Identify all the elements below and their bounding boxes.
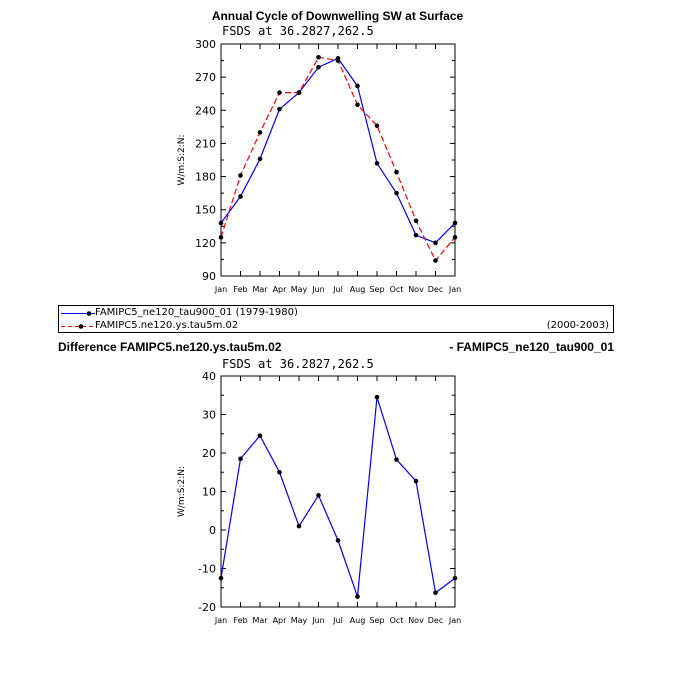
legend-period-series-2: (2000-2003) (546, 320, 609, 331)
bottom-series-1-point (452, 575, 458, 581)
top-series-1-point (218, 220, 224, 226)
bottom-series-1-point (316, 493, 321, 498)
top-series-2-point (257, 130, 263, 135)
top-series-2-point (374, 123, 380, 129)
top-ytick-label: 150 (195, 204, 216, 217)
top-xtick-label: Aug (350, 285, 366, 294)
top-series-1-point (374, 161, 380, 166)
bottom-xtick-label: Apr (273, 616, 288, 625)
top-xtick-label: Jan (214, 285, 227, 294)
bottom-xtick-label: Jan (448, 616, 461, 625)
top-series-1-point (433, 240, 438, 246)
bottom-xtick-label: Mar (252, 616, 268, 625)
top-series-2-point (394, 169, 399, 175)
bottom-series-1-point (277, 469, 282, 475)
top-series-2-point (433, 258, 438, 263)
top-series-1-point (452, 220, 458, 226)
top-series-2-point (277, 90, 282, 95)
top-xtick-label: Sep (369, 285, 384, 294)
bottom-series-1-point (296, 523, 302, 529)
bottom-ytick-label: 40 (202, 370, 216, 383)
top-xtick-label: Apr (273, 285, 288, 294)
bottom-xtick-label: Oct (390, 616, 404, 625)
top-chart-subtitle: FSDS at 36.2827,262.5 (222, 24, 374, 38)
bottom-series-1-line (220, 396, 456, 597)
legend-label-series-2: FAMIPC5.ne120.ys.tau5m.02 (95, 320, 239, 331)
bottom-xtick-label: Nov (408, 616, 424, 625)
top-ytick-label: 90 (202, 270, 216, 283)
legend-label-series-1: FAMIPC5_ne120_tau900_01 (1979-1980) (95, 307, 298, 318)
chart-legend: FAMIPC5_ne120_tau900_01 (1979-1980) FAMI… (58, 305, 614, 333)
bottom-ylabel: W/m:S:2:N: (177, 466, 187, 517)
legend-marker-series-1 (61, 311, 95, 316)
top-xtick-label: May (291, 285, 308, 294)
top-series-1-point (355, 83, 360, 89)
bottom-xtick-label: Dec (428, 616, 443, 625)
top-series-2-point (218, 235, 224, 240)
top-series-2-point (316, 54, 321, 60)
top-series-1-point (316, 64, 321, 70)
top-xtick-label: Jan (448, 285, 461, 294)
top-ylabel: W/m:S:2:N: (177, 135, 187, 186)
top-xtick-label: Feb (233, 285, 247, 294)
bottom-xtick-label: Aug (350, 616, 366, 625)
bottom-ytick-label: -10 (198, 563, 216, 576)
top-series-2-point (335, 58, 341, 63)
top-xtick-label: Nov (408, 285, 424, 294)
top-ytick-label: 240 (195, 104, 216, 117)
bottom-xtick-label: May (291, 616, 308, 625)
bottom-chart-title-right: - FAMIPC5_ne120_tau900_01 (449, 340, 614, 354)
bottom-series-1-point (335, 538, 341, 543)
top-xtick-label: Dec (428, 285, 443, 294)
bottom-xtick-label: Jun (311, 616, 325, 625)
top-xtick-label: Jul (332, 285, 343, 294)
bottom-series-1-point (218, 575, 224, 581)
bottom-xtick-label: Jan (214, 616, 227, 625)
top-ytick-label: 210 (195, 137, 216, 150)
top-series-1-point (257, 156, 263, 162)
bottom-chart-subtitle: FSDS at 36.2827,262.5 (222, 357, 374, 371)
bottom-xtick-label: Sep (369, 616, 384, 625)
bottom-series-1-point (433, 590, 438, 596)
bottom-ytick-label: -20 (198, 601, 216, 614)
bottom-ytick-label: 20 (202, 447, 216, 460)
bottom-series-1-point (413, 478, 419, 484)
top-chart-title: Annual Cycle of Downwelling SW at Surfac… (211, 9, 464, 23)
top-series-2-point (413, 218, 419, 224)
bottom-plot-frame (220, 375, 456, 608)
top-ytick-label: 300 (195, 38, 216, 51)
bottom-series-1-point (355, 594, 360, 599)
bottom-xtick-label: Feb (233, 616, 247, 625)
bottom-ytick-label: 10 (202, 486, 216, 499)
top-series-2-point (452, 235, 458, 240)
legend-entry-series-1: FAMIPC5_ne120_tau900_01 (1979-1980) (59, 307, 613, 320)
top-ytick-label: 270 (195, 71, 216, 84)
top-series-2-point (296, 90, 302, 95)
top-series-1-point (394, 190, 399, 196)
bottom-series-1-point (394, 457, 399, 462)
top-ytick-label: 120 (195, 237, 216, 250)
bottom-ytick-label: 30 (202, 409, 216, 422)
bottom-ytick-label: 0 (209, 524, 216, 537)
legend-entry-series-2: FAMIPC5.ne120.ys.tau5m.02 (2000-2003) (59, 320, 613, 333)
bottom-chart-title-left: Difference FAMIPC5.ne120.ys.tau5m.02 (58, 340, 282, 354)
top-series-2-point (238, 173, 243, 178)
top-series-1-point (413, 232, 419, 238)
bottom-xtick-label: Jul (332, 616, 343, 625)
top-xtick-label: Mar (252, 285, 268, 294)
bottom-series-1-point (374, 394, 380, 400)
top-series-2-point (355, 102, 360, 108)
bottom-series-1-point (257, 433, 263, 438)
top-xtick-label: Jun (311, 285, 325, 294)
top-series-1-point (238, 194, 243, 199)
top-xtick-label: Oct (390, 285, 404, 294)
top-series-1-point (277, 106, 282, 112)
bottom-series-1-point (238, 456, 243, 462)
top-ytick-label: 180 (195, 171, 216, 184)
legend-marker-series-2 (61, 324, 95, 329)
